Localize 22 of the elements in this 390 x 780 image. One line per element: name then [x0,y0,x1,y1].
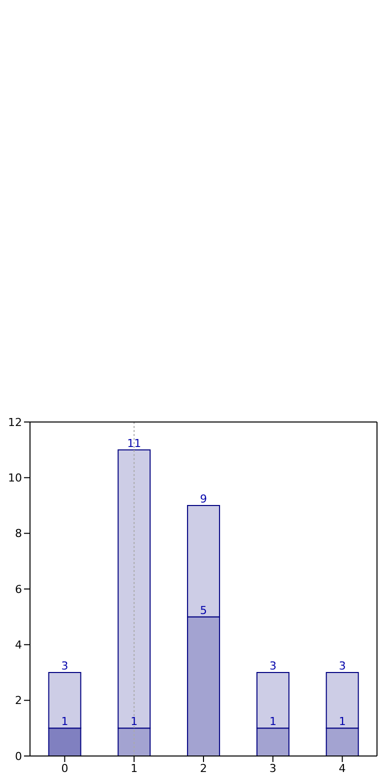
x-tick-label: 0 [61,762,68,775]
y-tick-label: 2 [15,694,22,708]
y-tick-label: 4 [15,638,22,652]
total-label: 9 [200,492,208,506]
y-tick-label: 12 [8,416,22,429]
y-tick-label: 6 [15,582,22,596]
total-label: 11 [127,436,142,450]
x-tick-label: 3 [269,762,276,775]
total-label: 3 [338,660,346,672]
data-label: 5 [200,604,208,617]
total-label: 3 [269,660,276,672]
data-label: 1 [338,715,346,728]
y-tick-label: 10 [8,472,22,485]
x-tick-label: 2 [200,762,207,775]
data-label: 1 [61,715,68,728]
y-tick-label: 8 [15,527,22,540]
total-label: 3 [61,660,68,672]
data-label: 1 [130,715,138,728]
x-tick-label: 1 [130,762,138,775]
data-label: 1 [269,715,276,728]
y-tick-label: 0 [15,750,22,763]
x-tick-label: 4 [338,762,346,775]
